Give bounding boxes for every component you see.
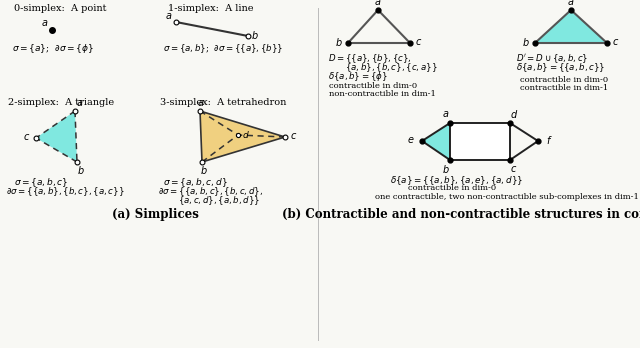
Text: $a$: $a$	[567, 0, 575, 7]
Text: $D' = D \cup \{a,b,c\}$: $D' = D \cup \{a,b,c\}$	[516, 52, 588, 65]
Text: $b$: $b$	[442, 163, 450, 175]
Text: $\{a,c,d\},\{a,b,d\}\}$: $\{a,c,d\},\{a,b,d\}\}$	[178, 194, 260, 207]
Polygon shape	[422, 123, 450, 160]
Text: $a$: $a$	[76, 98, 84, 108]
Text: $c$: $c$	[24, 132, 31, 142]
Text: $c$: $c$	[291, 131, 298, 141]
Polygon shape	[450, 123, 510, 160]
Text: (a) Simplices: (a) Simplices	[111, 208, 198, 221]
Text: one contractible, two non-contractible sub-complexes in dim-1: one contractible, two non-contractible s…	[375, 193, 639, 201]
Text: $\sigma = \{a,b\}$;  $\partial\sigma = \{\{a\},\{b\}\}$: $\sigma = \{a,b\}$; $\partial\sigma = \{…	[163, 42, 284, 55]
Text: $\sigma = \{a,b,c,d\}$: $\sigma = \{a,b,c,d\}$	[163, 176, 228, 189]
Text: $f$: $f$	[546, 134, 552, 146]
Text: 2-simplex:  A triangle: 2-simplex: A triangle	[8, 98, 114, 107]
Text: $a$: $a$	[42, 18, 49, 28]
Text: $b$: $b$	[522, 36, 530, 48]
Text: contractible in dim-0: contractible in dim-0	[329, 82, 417, 90]
Text: $b$: $b$	[335, 36, 343, 48]
Text: contractible in dim-0: contractible in dim-0	[408, 184, 496, 192]
Polygon shape	[36, 111, 77, 162]
Text: $a$: $a$	[374, 0, 381, 7]
Text: $\{a,b\},\{b,c\},\{c,a\}\}$: $\{a,b\},\{b,c\},\{c,a\}\}$	[345, 61, 438, 74]
Text: $\sigma = \{a,b,c\}$: $\sigma = \{a,b,c\}$	[14, 176, 68, 189]
Text: $c$: $c$	[415, 37, 422, 47]
Text: $\delta\{a,b\} = \{\{a,b,c\}\}$: $\delta\{a,b\} = \{\{a,b,c\}\}$	[516, 61, 605, 74]
Text: $c$: $c$	[612, 37, 620, 47]
Text: $a$: $a$	[165, 11, 173, 21]
Text: $\partial\sigma = \{\{a,b,c\},\{b,c,d\},$: $\partial\sigma = \{\{a,b,c\},\{b,c,d\},…	[158, 185, 263, 198]
Text: contractible in dim-1: contractible in dim-1	[520, 84, 608, 92]
Text: 3-simplex:  A tetrahedron: 3-simplex: A tetrahedron	[160, 98, 286, 107]
Text: 1-simplex:  A line: 1-simplex: A line	[168, 4, 253, 13]
Text: $b$: $b$	[251, 29, 259, 41]
Polygon shape	[535, 10, 607, 43]
Text: $b$: $b$	[77, 164, 85, 176]
Text: contractible in dim-0: contractible in dim-0	[520, 76, 608, 84]
Text: (b) Contractible and non-contractible structures in complexes.: (b) Contractible and non-contractible st…	[282, 208, 640, 221]
Text: $b$: $b$	[200, 164, 208, 176]
Text: $\partial\sigma = \{\{a,b\},\{b,c\},\{a,c\}\}$: $\partial\sigma = \{\{a,b\},\{b,c\},\{a,…	[6, 185, 125, 198]
Text: 0-simplex:  A point: 0-simplex: A point	[14, 4, 106, 13]
Text: non-contractible in dim-1: non-contractible in dim-1	[329, 90, 436, 98]
Polygon shape	[200, 111, 285, 162]
Text: $e$: $e$	[407, 135, 415, 145]
Text: $\sigma = \{a\}$;  $\partial\sigma = \{\phi\}$: $\sigma = \{a\}$; $\partial\sigma = \{\p…	[12, 42, 94, 55]
Text: $a$: $a$	[197, 98, 205, 108]
Text: $D = \{\{a\},\{b\},\{c\},$: $D = \{\{a\},\{b\},\{c\},$	[328, 52, 412, 65]
Text: $\delta\{a\} = \{\{a,b\},\{a,e\},\{a,d\}\}$: $\delta\{a\} = \{\{a,b\},\{a,e\},\{a,d\}…	[390, 174, 523, 187]
Text: $d$: $d$	[510, 108, 518, 120]
Text: $d$: $d$	[242, 129, 250, 141]
Text: $c$: $c$	[510, 164, 518, 174]
Text: $\delta\{a,b\} = \{\phi\}$: $\delta\{a,b\} = \{\phi\}$	[328, 70, 388, 83]
Text: $a$: $a$	[442, 109, 450, 119]
